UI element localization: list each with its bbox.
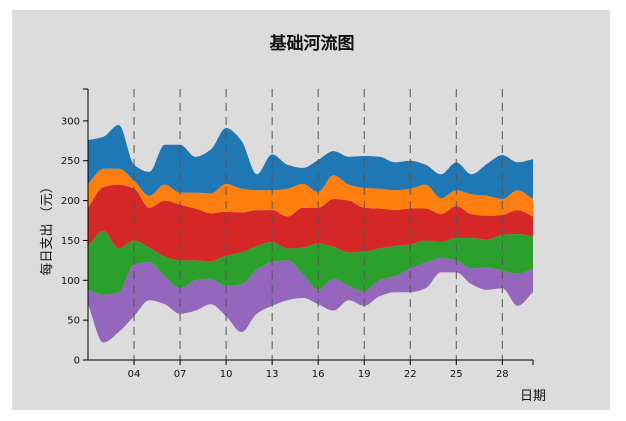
y-tick-label: 200 [61, 196, 80, 207]
stream-series-blue [88, 124, 533, 199]
x-tick-label: 04 [128, 369, 141, 380]
y-axis: 0 50 100 150 200 250 300 [61, 88, 89, 367]
x-axis-title: 日期 [520, 389, 546, 404]
y-axis-title: 每日支出 （元） [39, 180, 55, 275]
x-tick-label: 25 [450, 369, 463, 380]
x-tick-label: 10 [220, 369, 233, 380]
stream-series-red [88, 184, 533, 262]
stream-series-purple [88, 257, 533, 343]
x-tick-label: 16 [312, 369, 325, 380]
y-tick-label: 50 [67, 316, 80, 327]
x-tick-label: 28 [496, 369, 509, 380]
stream-layers [88, 124, 533, 343]
chart-title: 基础河流图 [269, 33, 355, 54]
y-tick-label: 300 [61, 116, 80, 127]
y-tick-label: 250 [61, 156, 80, 167]
stream-series-orange [88, 168, 533, 217]
x-tick-label: 22 [404, 369, 417, 380]
x-tick-label: 13 [266, 369, 279, 380]
x-tick-label: 07 [174, 369, 187, 380]
grid-lines [133, 89, 503, 360]
y-tick-label: 100 [61, 276, 80, 287]
y-tick-label: 150 [61, 236, 80, 247]
stream-series-green [88, 230, 533, 295]
x-axis: 04 07 10 13 16 19 22 25 28 [88, 359, 534, 380]
x-tick-label: 19 [358, 369, 371, 380]
y-tick-label: 0 [74, 356, 80, 367]
